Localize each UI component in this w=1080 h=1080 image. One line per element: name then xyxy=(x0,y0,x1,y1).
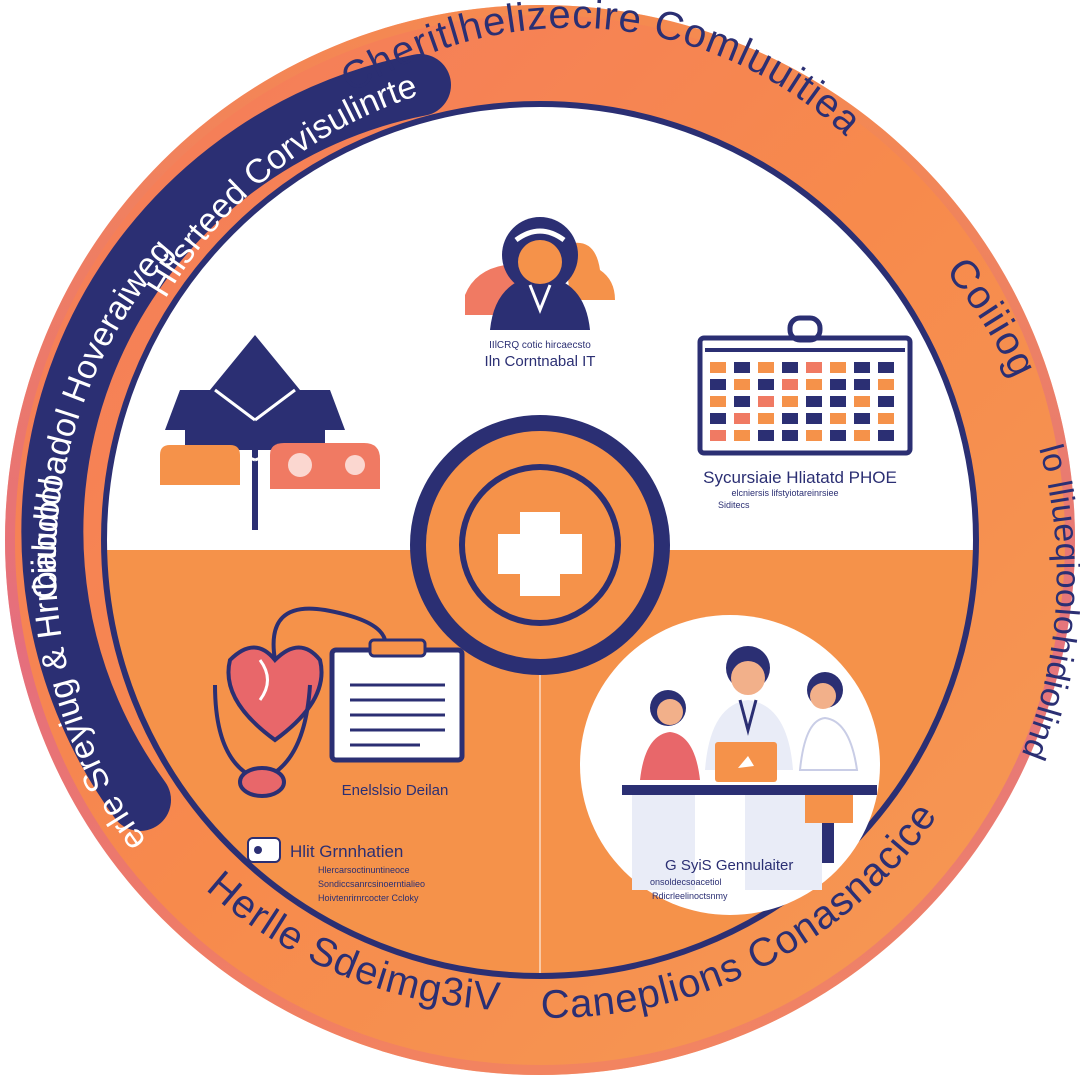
medical-cross-badge xyxy=(410,415,670,675)
calendar-cell xyxy=(830,362,846,373)
calendar-cell xyxy=(758,430,774,441)
navy-swoosh-band xyxy=(21,54,451,831)
calendar-cell xyxy=(878,379,894,390)
calendar-cell xyxy=(830,379,846,390)
calendar-cell xyxy=(782,379,798,390)
calendar-cell xyxy=(734,396,750,407)
calendar-caption-line2: elcniersis lifstyiotareinrsiee xyxy=(731,488,838,498)
tree-icon xyxy=(160,335,380,530)
doctors-caption-title: G SyiS Gennulaiter xyxy=(665,857,793,874)
calendar-cell xyxy=(806,379,822,390)
calendar-cell xyxy=(806,396,822,407)
calendar-cell xyxy=(734,430,750,441)
clipboard-icon xyxy=(329,638,465,763)
calendar-cell xyxy=(806,430,822,441)
calendar-cell xyxy=(782,413,798,424)
calendar-icon xyxy=(697,315,913,456)
doctor-team-icon xyxy=(465,217,615,330)
calendar-cell xyxy=(734,362,750,373)
calendar-cell xyxy=(710,413,726,424)
calendar-cell xyxy=(782,362,798,373)
calendar-cell xyxy=(806,362,822,373)
calendar-caption-line1: Sycursiaie Hliatatd PHOE xyxy=(703,468,897,487)
calendar-cell xyxy=(854,362,870,373)
calendar-cell xyxy=(830,396,846,407)
calendar-cell xyxy=(878,396,894,407)
calendar-cell xyxy=(854,379,870,390)
team-caption-line1: IIlCRQ cotic hircaecsto xyxy=(489,340,591,351)
calendar-caption-line3: Siditecs xyxy=(718,500,750,510)
team-caption-line2: Iln Corntnabal IT xyxy=(485,353,596,370)
calendar-cell xyxy=(878,362,894,373)
doctors-caption-line2: Rdicrleelinoctsnmy xyxy=(652,891,728,901)
clipboard-caption: Enelslsio Deilan xyxy=(342,782,449,799)
stethoscope-caption-line1: Hlercarsoctinuntineoce xyxy=(318,865,410,875)
calendar-cell xyxy=(758,396,774,407)
calendar-cell xyxy=(710,379,726,390)
calendar-cell xyxy=(782,430,798,441)
calendar-cell xyxy=(710,362,726,373)
calendar-cell xyxy=(854,430,870,441)
calendar-cell xyxy=(782,396,798,407)
calendar-cell xyxy=(878,413,894,424)
stethoscope-caption-title: Hlit Grnnhatien xyxy=(290,842,403,861)
calendar-cell xyxy=(710,396,726,407)
calendar-cell xyxy=(758,413,774,424)
calendar-cell xyxy=(830,430,846,441)
doctors-consultation-illustration xyxy=(580,615,880,915)
medical-cross-icon xyxy=(498,512,582,596)
calendar-cell xyxy=(878,430,894,441)
inner-disk-border xyxy=(101,101,979,979)
ring-gradient-edge xyxy=(5,5,1075,1075)
doctors-caption-line1: onsoldecsoacetiol xyxy=(650,877,722,887)
calendar-cell xyxy=(734,379,750,390)
stethoscope-heart-icon xyxy=(213,606,387,863)
calendar-cell xyxy=(854,413,870,424)
stethoscope-caption-line2: Sondiccsanrcsinoerntialieo xyxy=(318,879,425,889)
calendar-cell xyxy=(710,430,726,441)
calendar-cell xyxy=(758,362,774,373)
calendar-cell xyxy=(734,413,750,424)
stethoscope-caption-line3: Hoivtenrirnrcocter Ccloky xyxy=(318,893,419,903)
calendar-cell xyxy=(854,396,870,407)
calendar-cell xyxy=(830,413,846,424)
calendar-cell xyxy=(758,379,774,390)
calendar-cell xyxy=(806,413,822,424)
